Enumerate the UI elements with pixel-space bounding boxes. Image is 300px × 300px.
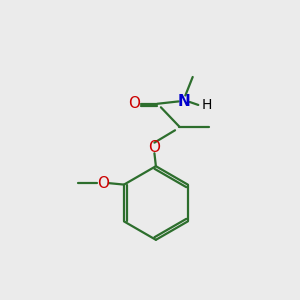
Text: H: H — [202, 98, 212, 112]
Text: O: O — [128, 96, 140, 111]
Text: N: N — [178, 94, 191, 109]
Text: O: O — [148, 140, 160, 155]
Text: O: O — [97, 176, 109, 190]
